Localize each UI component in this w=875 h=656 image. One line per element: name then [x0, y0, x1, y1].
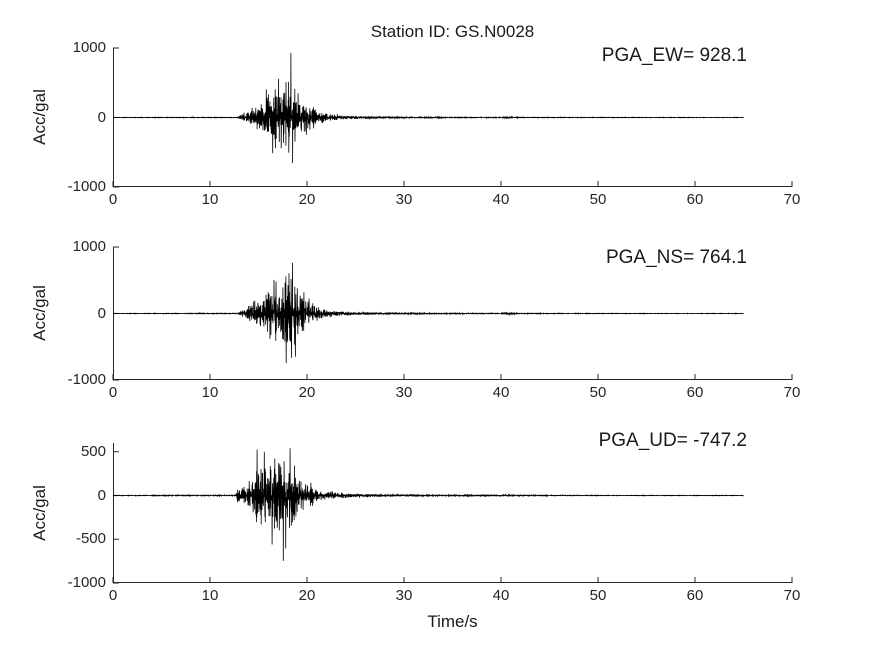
- x-tick-label: 40: [492, 587, 510, 604]
- y-tick-label: -1000: [67, 371, 106, 388]
- y-tick-label: -500: [75, 530, 106, 548]
- y-tick-label: -1000: [67, 574, 106, 591]
- subplot-ud: 0 10 20 30 40 50 60 70 500 0 -500 -1000: [68, 443, 800, 604]
- x-tick-label: 20: [298, 384, 316, 401]
- y-tick-label: -1000: [67, 178, 106, 195]
- subplot-ew: 0 10 20 30 40 50 60 70 1000 0 -1000: [68, 40, 801, 208]
- pga-annotation-ew: PGA_EW= 928.1: [601, 45, 747, 66]
- x-tick-label: 10: [201, 587, 219, 604]
- waveform-trace-ew: [113, 52, 744, 164]
- pga-annotation-ns: PGA_NS= 764.1: [605, 247, 747, 268]
- x-tick-label: 30: [395, 384, 413, 401]
- waveform-trace-ns: [112, 262, 744, 364]
- x-tick-label: 70: [783, 384, 801, 401]
- x-axis-label: Time/s: [427, 612, 478, 631]
- y-tick-label: 500: [80, 442, 106, 460]
- y-axis-label-ns: Acc/gal: [30, 285, 49, 341]
- x-tick-label: 30: [395, 191, 413, 208]
- x-tick-label: 10: [201, 384, 219, 401]
- x-tick-label: 50: [589, 587, 607, 604]
- y-axis-label-ew: Acc/gal: [30, 89, 49, 145]
- x-tick-label: 60: [686, 587, 704, 604]
- x-tick-label: 50: [589, 191, 607, 208]
- x-tick-label: 20: [298, 587, 316, 604]
- y-tick-label: 0: [97, 486, 106, 504]
- y-tick-label: 0: [97, 304, 106, 322]
- x-tick-label: 40: [492, 191, 510, 208]
- x-tick-label: 60: [686, 384, 704, 401]
- x-tick-label: 20: [298, 191, 316, 208]
- x-tick-label: 50: [589, 384, 607, 401]
- x-tick-label: 40: [492, 384, 510, 401]
- x-tick-label: 0: [108, 191, 118, 208]
- subplot-canvas: [112, 246, 793, 381]
- figure-title: Station ID: GS.N0028: [370, 22, 535, 41]
- axis-frame: [112, 443, 793, 584]
- x-tick-label: 70: [783, 587, 801, 604]
- y-axis-label-ud: Acc/gal: [30, 485, 49, 541]
- y-tick-label: 1000: [72, 39, 106, 56]
- subplot-canvas: [112, 47, 793, 188]
- x-tick-label: 0: [108, 384, 118, 401]
- y-tick-label: 1000: [72, 238, 106, 255]
- x-tick-label: 70: [783, 191, 801, 208]
- x-tick-label: 10: [201, 191, 219, 208]
- x-tick-label: 0: [108, 587, 118, 604]
- y-tick-label: 0: [97, 108, 106, 126]
- subplot-canvas: [112, 443, 793, 584]
- x-tick-label: 60: [686, 191, 704, 208]
- subplot-ns: 0 10 20 30 40 50 60 70 1000 0 -1000: [68, 239, 801, 401]
- waveform-trace-ud: [112, 448, 744, 561]
- pga-annotation-ud: PGA_UD= -747.2: [598, 430, 747, 451]
- x-tick-label: 30: [395, 587, 413, 604]
